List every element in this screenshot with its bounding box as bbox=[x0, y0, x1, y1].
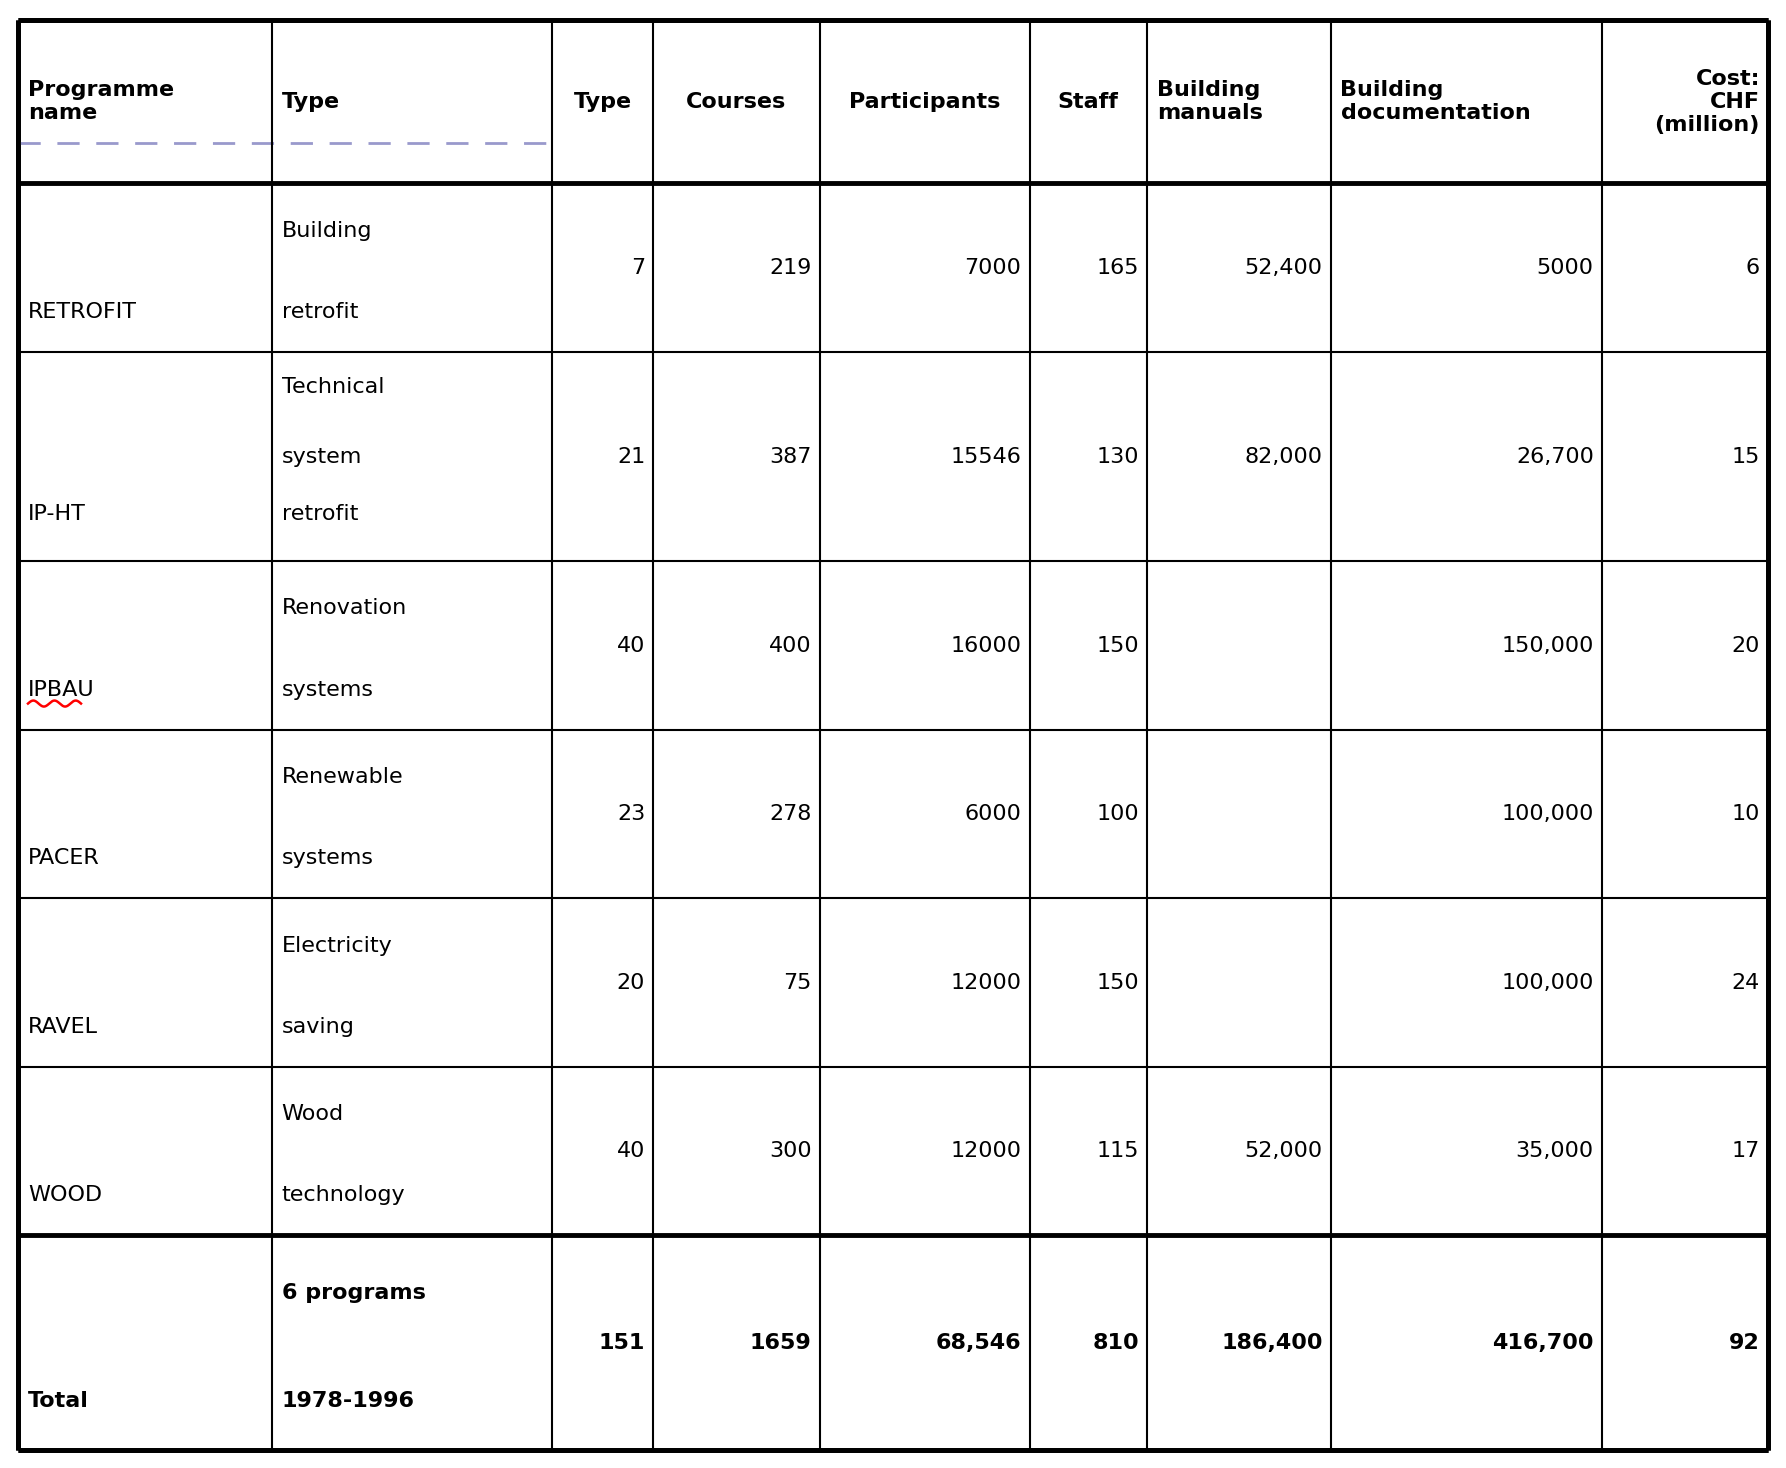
Text: 150: 150 bbox=[1097, 973, 1139, 992]
Text: 12000: 12000 bbox=[950, 1141, 1022, 1161]
Text: Staff: Staff bbox=[1057, 91, 1118, 112]
Text: 1659: 1659 bbox=[750, 1333, 811, 1352]
Text: 7000: 7000 bbox=[964, 258, 1022, 277]
Text: 130: 130 bbox=[1097, 446, 1139, 467]
Text: saving: saving bbox=[282, 1017, 355, 1036]
Text: Courses: Courses bbox=[686, 91, 786, 112]
Text: 6 programs: 6 programs bbox=[282, 1283, 425, 1302]
Text: 40: 40 bbox=[616, 636, 645, 656]
Text: Building
manuals: Building manuals bbox=[1157, 81, 1263, 123]
Text: 416,700: 416,700 bbox=[1493, 1333, 1593, 1352]
Text: Building
documentation: Building documentation bbox=[1341, 81, 1531, 123]
Text: 400: 400 bbox=[770, 636, 811, 656]
Text: 15: 15 bbox=[1732, 446, 1759, 467]
Text: 1978-1996: 1978-1996 bbox=[282, 1392, 414, 1411]
Text: 7: 7 bbox=[630, 258, 645, 277]
Text: Wood: Wood bbox=[282, 1104, 345, 1124]
Text: 387: 387 bbox=[770, 446, 811, 467]
Text: Building: Building bbox=[282, 220, 371, 241]
Text: 23: 23 bbox=[616, 804, 645, 824]
Text: Programme
name: Programme name bbox=[29, 81, 173, 123]
Text: 100: 100 bbox=[1097, 804, 1139, 824]
Text: Total: Total bbox=[29, 1392, 89, 1411]
Text: 52,400: 52,400 bbox=[1245, 258, 1322, 277]
Text: 24: 24 bbox=[1732, 973, 1759, 992]
Text: 100,000: 100,000 bbox=[1502, 973, 1593, 992]
Text: 150: 150 bbox=[1097, 636, 1139, 656]
Text: Participants: Participants bbox=[848, 91, 1000, 112]
Text: 300: 300 bbox=[770, 1141, 811, 1161]
Text: 165: 165 bbox=[1097, 258, 1139, 277]
Text: 35,000: 35,000 bbox=[1516, 1141, 1593, 1161]
Text: 810: 810 bbox=[1091, 1333, 1139, 1352]
Text: PACER: PACER bbox=[29, 849, 100, 868]
Text: 10: 10 bbox=[1732, 804, 1759, 824]
Text: Renovation: Renovation bbox=[282, 599, 407, 618]
Text: 6000: 6000 bbox=[964, 804, 1022, 824]
Text: 92: 92 bbox=[1729, 1333, 1759, 1352]
Text: IP-HT: IP-HT bbox=[29, 504, 86, 524]
Text: 20: 20 bbox=[616, 973, 645, 992]
Text: 16000: 16000 bbox=[950, 636, 1022, 656]
Text: Technical: Technical bbox=[282, 377, 384, 396]
Text: 150,000: 150,000 bbox=[1502, 636, 1593, 656]
Text: 75: 75 bbox=[782, 973, 811, 992]
Text: 68,546: 68,546 bbox=[936, 1333, 1022, 1352]
Text: 219: 219 bbox=[770, 258, 811, 277]
Text: Renewable: Renewable bbox=[282, 766, 404, 787]
Text: 151: 151 bbox=[598, 1333, 645, 1352]
Text: 52,000: 52,000 bbox=[1245, 1141, 1322, 1161]
Text: WOOD: WOOD bbox=[29, 1185, 102, 1205]
Text: 6: 6 bbox=[1747, 258, 1759, 277]
Text: RAVEL: RAVEL bbox=[29, 1017, 98, 1036]
Text: retrofit: retrofit bbox=[282, 301, 359, 321]
Text: 26,700: 26,700 bbox=[1516, 446, 1593, 467]
Text: RETROFIT: RETROFIT bbox=[29, 301, 138, 321]
Text: 82,000: 82,000 bbox=[1245, 446, 1322, 467]
Text: 40: 40 bbox=[616, 1141, 645, 1161]
Text: 21: 21 bbox=[616, 446, 645, 467]
Text: systems: systems bbox=[282, 849, 373, 868]
Text: systems: systems bbox=[282, 680, 373, 700]
Text: Cost:
CHF
(million): Cost: CHF (million) bbox=[1654, 69, 1759, 135]
Text: 5000: 5000 bbox=[1536, 258, 1593, 277]
Text: system: system bbox=[282, 446, 363, 467]
Text: IPBAU: IPBAU bbox=[29, 680, 95, 700]
Text: 15546: 15546 bbox=[950, 446, 1022, 467]
Text: Type: Type bbox=[282, 91, 339, 112]
Text: 115: 115 bbox=[1097, 1141, 1139, 1161]
Text: 186,400: 186,400 bbox=[1222, 1333, 1322, 1352]
Text: Electricity: Electricity bbox=[282, 935, 393, 956]
Text: 12000: 12000 bbox=[950, 973, 1022, 992]
Text: retrofit: retrofit bbox=[282, 504, 359, 524]
Text: Type: Type bbox=[573, 91, 632, 112]
Text: 20: 20 bbox=[1732, 636, 1759, 656]
Text: 278: 278 bbox=[770, 804, 811, 824]
Text: 17: 17 bbox=[1732, 1141, 1759, 1161]
Text: technology: technology bbox=[282, 1185, 405, 1205]
Text: 100,000: 100,000 bbox=[1502, 804, 1593, 824]
